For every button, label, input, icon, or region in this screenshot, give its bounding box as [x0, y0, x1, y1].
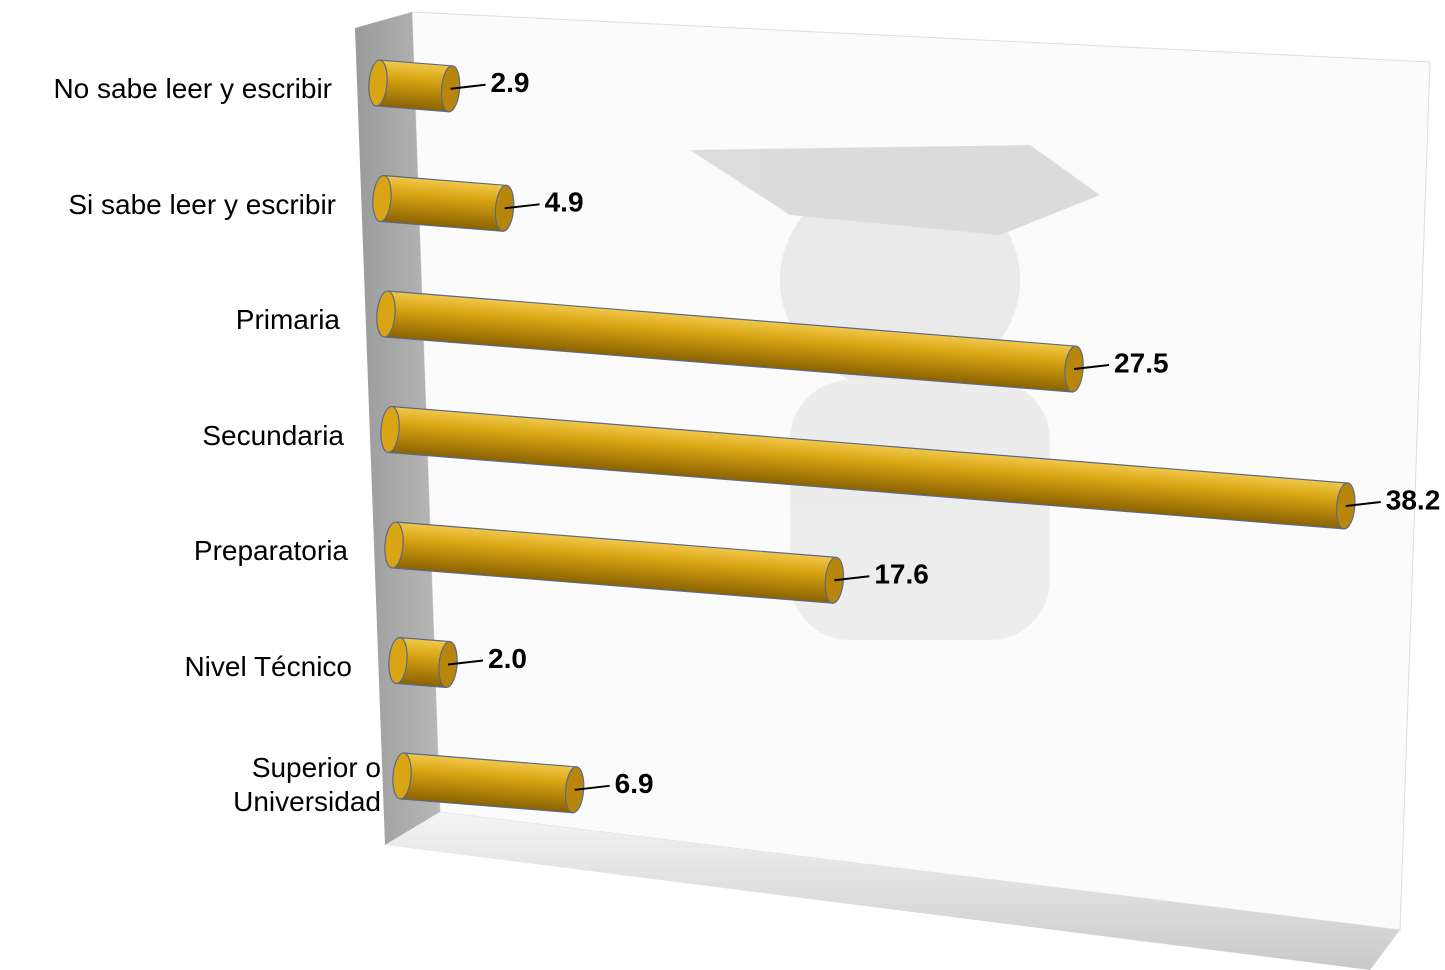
- category-label: Primaria: [235, 304, 340, 335]
- leader-line: [1345, 500, 1381, 507]
- leader-line: [834, 575, 870, 582]
- leader-line: [574, 784, 610, 791]
- bar-group: [368, 59, 461, 113]
- bar: [375, 59, 454, 113]
- value-label: 38.2: [1386, 484, 1441, 515]
- category-label: No sabe leer y escribir: [53, 73, 332, 104]
- category-label: Si sabe leer y escribir: [68, 188, 336, 220]
- value-label: 2.9: [491, 67, 530, 98]
- floor: [385, 812, 1400, 970]
- leader-line: [447, 659, 484, 666]
- category-label: Superior o Universidad: [233, 752, 381, 817]
- value-label: 17.6: [874, 559, 929, 590]
- bar-start-cap: [392, 752, 412, 800]
- bar-start-cap: [384, 521, 404, 569]
- bar-start-cap: [368, 59, 388, 107]
- leader-line: [450, 83, 486, 90]
- bar-group: [388, 636, 458, 689]
- category-label: Preparatoria: [193, 535, 348, 566]
- category-label: Secundaria: [202, 419, 344, 451]
- value-label: 6.9: [615, 768, 654, 799]
- category-label: Nivel Técnico: [184, 650, 352, 682]
- leader-line: [504, 203, 540, 210]
- bar-start-cap: [376, 290, 396, 338]
- bar-group: [384, 521, 845, 604]
- value-label: 2.0: [488, 643, 527, 674]
- bar: [379, 174, 508, 232]
- bar-start-cap: [380, 405, 400, 454]
- bar-start-cap: [372, 174, 392, 223]
- value-label: 4.9: [545, 187, 584, 218]
- bar-start-cap: [388, 636, 408, 685]
- bar-group: [372, 174, 515, 232]
- leader-line: [1073, 364, 1110, 371]
- bars: [368, 59, 1356, 814]
- value-label: 27.5: [1114, 347, 1169, 378]
